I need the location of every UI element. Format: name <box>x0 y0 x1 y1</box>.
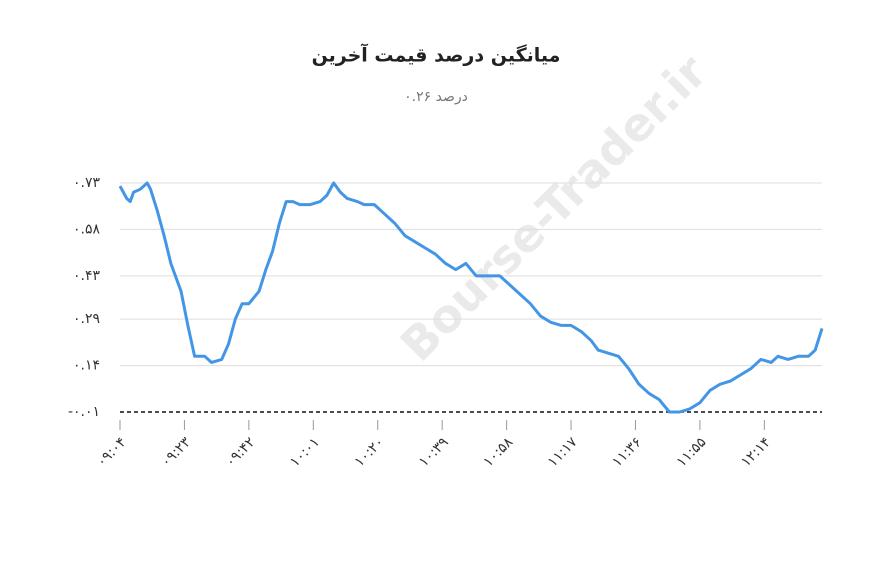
chart-title: میانگین درصد قیمت آخرین <box>312 43 561 67</box>
y-tick-label: ۰.۴۳ <box>73 268 100 284</box>
x-tick-label: ۱۰:۳۹ <box>416 434 452 470</box>
x-tick-label: ۱۱:۵۵ <box>674 434 710 470</box>
x-tick-label: ۱۰:۰۱ <box>287 434 323 470</box>
x-tick-label: ۰۹:۴۲ <box>223 434 259 470</box>
x-tick-label: ۰۹:۰۴ <box>94 434 130 470</box>
y-tick-label: ۰.۷۳ <box>73 175 100 191</box>
x-tick-label: ۱۲:۱۴ <box>738 434 774 470</box>
x-tick-label: ۱۰:۵۸ <box>480 434 516 470</box>
x-tick-label: ۱۰:۲۰ <box>351 434 387 470</box>
chart-subtitle: درصد ۰.۲۶ <box>404 89 468 105</box>
line-series <box>118 181 824 414</box>
x-tick-label: ۰۹:۲۳ <box>158 434 194 470</box>
y-tick-label: -۰.۰۱ <box>68 404 100 420</box>
x-tick-label: ۱۱:۳۶ <box>609 434 645 470</box>
y-tick-label: ۰.۵۸ <box>73 221 100 237</box>
y-tick-label: ۰.۱۴ <box>73 358 100 374</box>
x-tick-label: ۱۱:۱۷ <box>545 434 581 470</box>
y-tick-label: ۰.۲۹ <box>73 311 100 327</box>
